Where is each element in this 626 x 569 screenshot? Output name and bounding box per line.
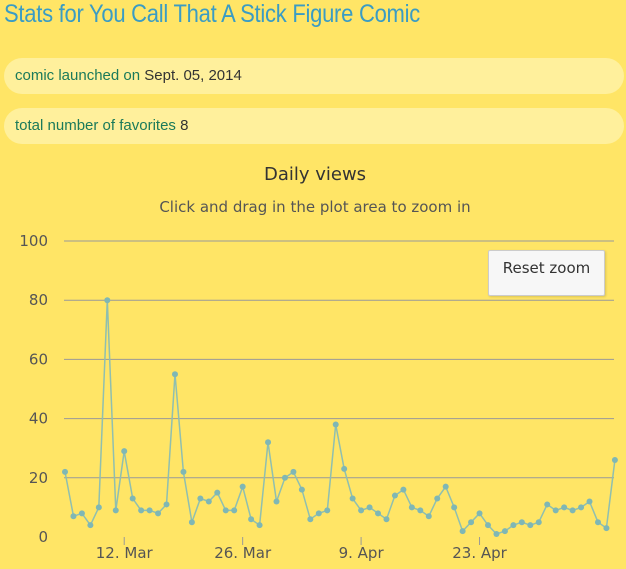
- data-point[interactable]: [239, 483, 246, 490]
- data-point[interactable]: [231, 507, 238, 514]
- data-point[interactable]: [95, 504, 102, 511]
- x-tick-label: 9. Apr: [339, 544, 385, 562]
- series-line: [64, 300, 616, 535]
- data-point[interactable]: [535, 519, 542, 526]
- data-point[interactable]: [586, 498, 593, 505]
- y-tick-label: 60: [29, 350, 48, 368]
- data-point[interactable]: [155, 510, 162, 517]
- data-point[interactable]: [349, 495, 356, 502]
- data-point[interactable]: [121, 448, 128, 455]
- data-point[interactable]: [87, 522, 94, 529]
- chart-title: Daily views: [264, 164, 366, 185]
- stat-label: total number of favorites: [15, 117, 176, 134]
- y-tick-label: 0: [38, 528, 48, 546]
- data-point[interactable]: [256, 522, 263, 529]
- data-point[interactable]: [510, 522, 517, 529]
- x-tick-label: 12. Mar: [96, 544, 154, 562]
- data-point[interactable]: [459, 528, 466, 535]
- data-point[interactable]: [603, 525, 610, 532]
- data-point[interactable]: [281, 474, 288, 481]
- data-point[interactable]: [358, 507, 365, 514]
- data-point[interactable]: [408, 504, 415, 511]
- data-point[interactable]: [146, 507, 153, 514]
- data-point[interactable]: [188, 519, 195, 526]
- data-point[interactable]: [104, 297, 111, 304]
- y-tick-label: 40: [29, 410, 48, 428]
- stat-value: 8: [180, 117, 189, 134]
- data-point[interactable]: [366, 504, 373, 511]
- data-point[interactable]: [594, 519, 601, 526]
- data-point[interactable]: [476, 510, 483, 517]
- data-point[interactable]: [468, 519, 475, 526]
- data-point[interactable]: [222, 507, 229, 514]
- data-point[interactable]: [138, 507, 145, 514]
- y-tick-label: 20: [29, 469, 48, 487]
- data-point[interactable]: [307, 516, 314, 523]
- data-point[interactable]: [493, 531, 500, 538]
- data-point[interactable]: [611, 457, 618, 464]
- series-daily-views: [62, 297, 618, 538]
- data-point[interactable]: [561, 504, 568, 511]
- data-point[interactable]: [197, 495, 204, 502]
- gridlines: [64, 240, 614, 479]
- data-point[interactable]: [205, 498, 212, 505]
- page-title: Stats for You Call That A Stick Figure C…: [4, 0, 420, 28]
- stat-favorites: total number of favorites 8: [4, 108, 624, 144]
- data-point[interactable]: [290, 468, 297, 475]
- stat-label: comic launched on: [15, 67, 141, 84]
- data-point[interactable]: [180, 468, 187, 475]
- data-point[interactable]: [129, 495, 136, 502]
- data-point[interactable]: [375, 510, 382, 517]
- stat-value: Sept. 05, 2014: [144, 67, 242, 84]
- data-point[interactable]: [425, 513, 432, 520]
- data-point[interactable]: [171, 371, 178, 378]
- data-point[interactable]: [501, 528, 508, 535]
- x-tick-label: 23. Apr: [452, 544, 507, 562]
- data-point[interactable]: [569, 507, 576, 514]
- data-point[interactable]: [324, 507, 331, 514]
- data-point[interactable]: [485, 522, 491, 529]
- data-point[interactable]: [451, 504, 458, 511]
- data-point[interactable]: [383, 516, 390, 523]
- y-tick-label: 100: [19, 232, 48, 250]
- data-point[interactable]: [163, 501, 170, 508]
- chart-subtitle: Click and drag in the plot area to zoom …: [159, 198, 470, 216]
- x-axis-ticks: 12. Mar 26. Mar 9. Apr 23. Apr: [96, 537, 508, 562]
- data-point[interactable]: [341, 465, 348, 472]
- data-point[interactable]: [298, 486, 305, 493]
- reset-zoom-button[interactable]: Reset zoom: [488, 250, 605, 296]
- data-point[interactable]: [578, 504, 585, 511]
- data-point[interactable]: [332, 421, 339, 428]
- y-axis-ticks: 0 20 40 60 80 100: [19, 232, 48, 546]
- data-point[interactable]: [112, 507, 119, 514]
- data-point[interactable]: [527, 522, 534, 529]
- data-point[interactable]: [434, 495, 441, 502]
- data-point[interactable]: [214, 489, 221, 496]
- data-point[interactable]: [248, 516, 255, 523]
- x-tick-label: 26. Mar: [214, 544, 272, 562]
- data-point[interactable]: [273, 498, 280, 505]
- y-tick-label: 80: [29, 291, 48, 309]
- data-point[interactable]: [552, 507, 559, 514]
- data-point[interactable]: [518, 519, 525, 526]
- data-point[interactable]: [400, 486, 407, 493]
- data-point[interactable]: [78, 510, 85, 517]
- data-point[interactable]: [265, 439, 272, 446]
- data-point[interactable]: [544, 501, 551, 508]
- data-point[interactable]: [70, 513, 77, 520]
- data-point[interactable]: [391, 492, 398, 499]
- data-point[interactable]: [62, 468, 68, 475]
- data-point[interactable]: [315, 510, 322, 517]
- data-point[interactable]: [442, 483, 449, 490]
- data-point[interactable]: [417, 507, 424, 514]
- stat-launch-date: comic launched on Sept. 05, 2014: [4, 58, 624, 94]
